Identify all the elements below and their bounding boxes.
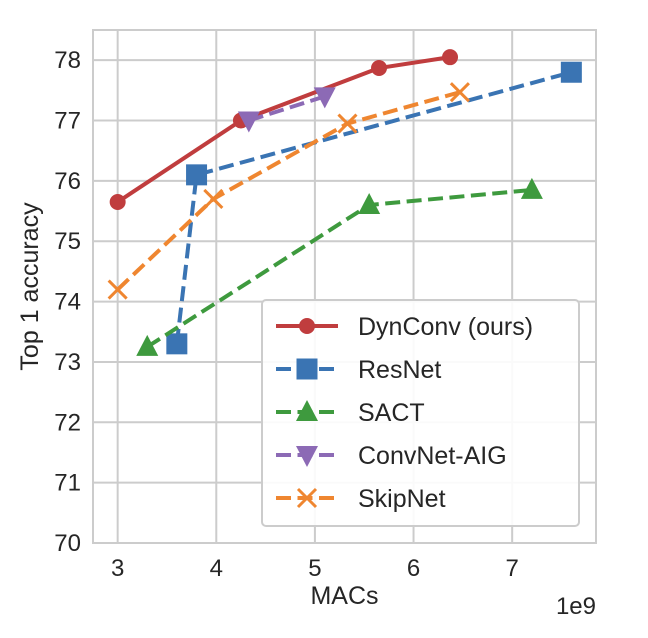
legend-label: DynConv (ours) (358, 313, 533, 341)
legend-item-resnet: ResNet (276, 356, 441, 384)
legend-marker (296, 358, 318, 380)
x-tick-label: 6 (407, 555, 420, 582)
x-axis-offset-label: 1e9 (556, 593, 596, 620)
series-line-skipnet (116, 90, 461, 291)
y-tick-label: 77 (54, 108, 81, 135)
series-resnet (166, 61, 582, 355)
x-axis-label: MACs (310, 582, 378, 610)
legend-item-sact: SACT (276, 399, 425, 427)
data-point-skipnet (203, 188, 224, 210)
y-tick-label: 76 (54, 168, 81, 195)
x-tick-label: 5 (308, 555, 321, 582)
x-tick-label: 7 (505, 555, 518, 582)
series-line-convnet-aig (248, 94, 326, 123)
x-tick-label: 4 (210, 555, 223, 582)
series-sact (136, 177, 543, 356)
data-point-resnet (186, 164, 208, 186)
y-tick-label: 75 (54, 228, 81, 255)
data-point-sact (358, 193, 381, 215)
data-point-sact (136, 334, 159, 356)
series-skipnet (107, 82, 470, 300)
data-point-skipnet (449, 82, 470, 103)
legend: DynConv (ours) ResNet SACT ConvNet-AIG SkipN… (261, 299, 580, 527)
y-tick-label: 74 (54, 289, 81, 316)
x-tick-label: 3 (111, 555, 124, 582)
y-axis-label: Top 1 accuracy (16, 202, 44, 371)
legend-marker (296, 446, 318, 467)
data-point-skipnet (337, 113, 358, 134)
data-point-convnet-aig (237, 111, 260, 133)
series-layer (107, 49, 582, 356)
series-line-dynconv-ours (116, 55, 451, 204)
y-tick-label: 71 (54, 470, 81, 497)
data-point-sact (520, 177, 543, 199)
legend-label: ConvNet-AIG (358, 442, 507, 470)
y-tick-labels: 70 71 72 73 74 75 76 77 78 (54, 47, 81, 557)
data-point-skipnet (107, 279, 128, 300)
y-tick-label: 72 (54, 409, 81, 436)
legend-label: SkipNet (358, 485, 446, 513)
series-convnet-aig (237, 87, 336, 133)
legend-marker (299, 318, 315, 334)
y-tick-label: 78 (54, 47, 81, 74)
data-point-convnet-aig (313, 87, 336, 109)
series-line-resnet (174, 70, 572, 345)
legend-marker (296, 487, 318, 509)
legend-box (261, 299, 580, 527)
legend-item-dynconv-ours: DynConv (ours) (276, 313, 533, 341)
data-point-dynconv-ours (442, 49, 459, 66)
plot-frame (92, 29, 597, 544)
y-tick-label: 70 (54, 530, 81, 557)
legend-label: ResNet (358, 356, 441, 384)
x-tick-labels: 3 4 5 6 7 (111, 555, 519, 582)
legend-label: SACT (358, 399, 425, 427)
data-point-resnet (560, 61, 582, 83)
legend-marker (296, 400, 318, 421)
legend-item-skipnet: SkipNet (276, 485, 446, 513)
legend-item-convnet-aig: ConvNet-AIG (276, 442, 507, 470)
y-tick-label: 73 (54, 349, 81, 376)
data-point-dynconv-ours (109, 194, 126, 211)
data-point-dynconv-ours (371, 60, 388, 77)
data-point-resnet (166, 333, 188, 355)
